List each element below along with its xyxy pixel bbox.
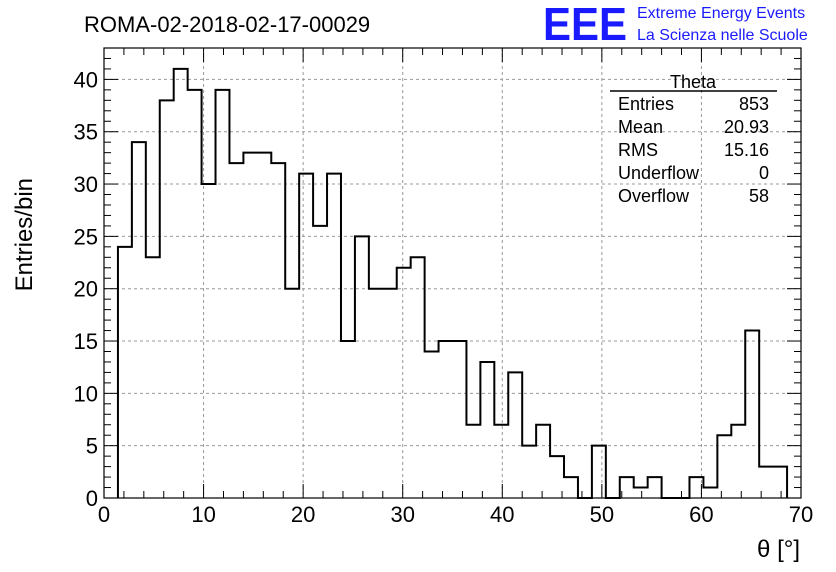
logo-line1: Extreme Energy Events: [637, 5, 805, 22]
eee-logo: EEE Extreme Energy Events La Scienza nel…: [543, 0, 808, 50]
x-tick-label: 30: [390, 502, 414, 527]
histogram-bin: [731, 425, 745, 498]
x-axis-label: θ [°]: [757, 536, 800, 563]
stats-title: Theta: [670, 72, 717, 92]
histogram-bin: [243, 153, 257, 498]
histogram-bin: [466, 425, 480, 498]
histogram-bin: [160, 100, 174, 498]
x-tick-label: 10: [191, 502, 215, 527]
histogram-bin: [522, 446, 536, 498]
y-tick-label: 10: [74, 381, 98, 406]
stats-row-label: Mean: [618, 117, 663, 137]
x-tick-label: 20: [291, 502, 315, 527]
stats-row-label: Underflow: [618, 163, 700, 183]
histogram-bars: [116, 67, 789, 499]
stats-row-value: 15.16: [724, 140, 769, 160]
histogram-bin: [648, 477, 662, 498]
stats-row-value: 20.93: [724, 117, 769, 137]
histogram-bin: [174, 69, 188, 498]
stats-row-label: Overflow: [618, 186, 690, 206]
histogram-bin: [536, 425, 550, 498]
histogram-bin: [494, 425, 508, 498]
histogram-outline: [116, 67, 789, 499]
y-tick-label: 25: [74, 224, 98, 249]
x-tick-label: 70: [789, 502, 813, 527]
histogram-bin: [453, 341, 467, 498]
stats-row-value: 0: [759, 163, 769, 183]
stats-row-value: 853: [739, 94, 769, 114]
y-tick-label: 0: [86, 486, 98, 511]
histogram-bin: [257, 153, 271, 498]
y-tick-label: 15: [74, 329, 98, 354]
histogram-bin: [355, 236, 369, 498]
y-axis-label: Entries/bin: [11, 178, 38, 291]
histogram-bin: [425, 351, 439, 498]
logo-line2: La Scienza nelle Scuole: [637, 27, 808, 44]
stats-row-value: 58: [749, 186, 769, 206]
histogram-bin: [564, 477, 578, 498]
histogram-bin: [773, 467, 787, 498]
y-tick-label: 40: [74, 67, 98, 92]
histogram-bin: [397, 268, 411, 498]
x-tick-label: 40: [490, 502, 514, 527]
y-tick-labels: 0 5 10 15 20 25 30 35 40: [74, 67, 98, 511]
x-tick-label: 0: [98, 502, 110, 527]
plot-frame: [103, 47, 802, 499]
histogram-bin: [480, 362, 494, 498]
stats-row-label: RMS: [618, 140, 658, 160]
stats-rows: Entries 853 Mean 20.93 RMS 15.16 Underflow 0 Ove…: [618, 94, 769, 206]
histogram-bin: [717, 435, 731, 498]
stats-row-label: Entries: [618, 94, 674, 114]
histogram-bin: [271, 163, 285, 498]
grid-lines: [104, 48, 801, 498]
y-tick-label: 5: [86, 434, 98, 459]
x-tick-labels: 0 10 20 30 40 50 60 70: [98, 502, 813, 527]
histogram-bin: [229, 163, 243, 498]
axis-ticks: [103, 47, 802, 499]
histogram-bin: [439, 341, 453, 498]
histogram-bin: [299, 174, 313, 498]
histogram-bin: [327, 174, 341, 498]
histogram-bin: [341, 341, 355, 498]
histogram-bin: [132, 142, 146, 498]
histogram-bin: [188, 90, 202, 498]
histogram-bin: [703, 488, 717, 498]
histogram-bin: [146, 257, 160, 498]
histogram-bin: [745, 331, 759, 498]
histogram-bin: [508, 372, 522, 498]
y-tick-label: 20: [74, 277, 98, 302]
histogram-bin: [411, 257, 425, 498]
histogram-bin: [216, 90, 230, 498]
x-tick-label: 50: [590, 502, 614, 527]
histogram-bin: [592, 446, 606, 498]
x-tick-label: 60: [689, 502, 713, 527]
histogram-bin: [634, 488, 648, 498]
histogram-bin: [118, 247, 132, 498]
y-tick-label: 30: [74, 172, 98, 197]
logo-mark: EEE: [543, 0, 627, 50]
stats-box: Theta Entries 853 Mean 20.93 RMS 15.16 Underfl…: [610, 72, 777, 206]
chart-title: ROMA-02-2018-02-17-00029: [84, 12, 370, 37]
y-tick-label: 35: [74, 120, 98, 145]
histogram-bin: [313, 226, 327, 498]
